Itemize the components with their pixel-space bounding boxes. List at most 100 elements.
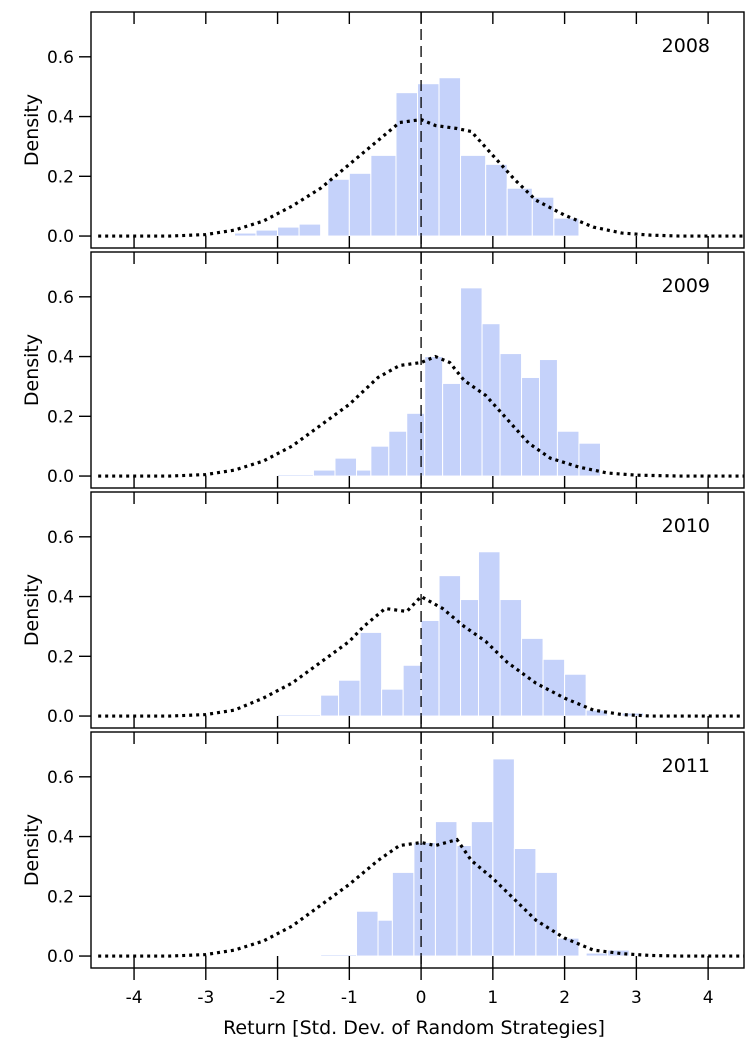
histogram-bar [434, 821, 458, 957]
histogram-bar [277, 226, 300, 237]
histogram-bar [406, 412, 426, 477]
histogram-bar [370, 154, 397, 237]
y-tick-label: 0.0 [47, 707, 74, 727]
histogram-bar [277, 474, 314, 477]
y-tick-label: 0.4 [47, 108, 74, 128]
x-tick-label: -2 [269, 988, 286, 1008]
histogram-bar [356, 910, 379, 957]
panel-frame [90, 491, 745, 729]
panel-frame [90, 251, 745, 489]
density-curve [98, 594, 744, 718]
histogram-bar [477, 551, 501, 717]
histogram-bar [456, 845, 472, 957]
histogram-bar [370, 445, 390, 477]
histogram-bar [513, 848, 537, 957]
y-tick-label: 0.4 [47, 588, 74, 608]
histogram-bar [413, 842, 436, 957]
y-tick-label: 0.0 [47, 227, 74, 247]
x-tick-label: 4 [703, 988, 714, 1008]
histogram-bar [438, 77, 462, 237]
histogram-bar [255, 229, 279, 237]
histogram-bar [460, 154, 487, 237]
histogram-bar [564, 673, 587, 717]
y-tick-label: 0.4 [47, 348, 74, 368]
histogram-bar [377, 919, 393, 957]
y-tick-label: 0.2 [47, 887, 74, 907]
histogram-bar [556, 430, 580, 477]
histogram-bar [320, 954, 358, 957]
histogram-bar [359, 631, 383, 717]
histogram-bar [234, 232, 257, 237]
histogram-bar [460, 599, 479, 717]
histogram-bar [438, 575, 462, 717]
histogram-bar [334, 457, 358, 477]
x-tick-label: -4 [126, 988, 143, 1008]
y-axis-title: Density [21, 94, 43, 166]
histogram-bar [277, 714, 322, 717]
panel-2008: 0.0 0.2 0.4 0.6 Density 2008 [21, 11, 745, 249]
histogram-bar [348, 172, 372, 237]
x-tick-label: 3 [631, 988, 642, 1008]
histogram-bar [388, 430, 408, 477]
panel-2010: 0.0 0.2 0.4 0.6 Density 2010 [21, 491, 745, 729]
histogram-bar [298, 223, 322, 237]
y-tick-label: 0.2 [47, 647, 74, 667]
panel-frame [90, 731, 745, 969]
x-tick-label: 0 [416, 988, 427, 1008]
bars-2010 [277, 551, 645, 717]
y-tick-label: 0.0 [47, 467, 74, 487]
y-tick-label: 0.6 [47, 528, 74, 548]
histogram-bar [506, 187, 533, 237]
bars-2008 [234, 77, 580, 237]
y-tick-label: 0.6 [47, 768, 74, 788]
histogram-bar [460, 287, 483, 477]
histogram-bar [538, 359, 558, 477]
y-axis-title: Density [21, 334, 43, 406]
histogram-bar [402, 664, 422, 717]
density-curve [98, 837, 744, 958]
x-tick-label: 1 [487, 988, 498, 1008]
histogram-bar [338, 679, 361, 717]
histogram-bar [424, 356, 444, 477]
y-tick-label: 0.4 [47, 828, 74, 848]
y-tick-label: 0.0 [47, 947, 74, 967]
histogram-bar [391, 871, 415, 957]
y-tick-label: 0.2 [47, 407, 74, 427]
y-tick-label: 0.6 [47, 288, 74, 308]
panel-2011: 0.0 0.2 0.4 0.6 Density 2011 [21, 731, 745, 969]
histogram-bar [585, 952, 609, 957]
histogram-bar [499, 599, 523, 717]
histogram-bar [381, 688, 404, 717]
x-tick-label: -3 [197, 988, 214, 1008]
histogram-bar [585, 709, 609, 717]
panel-year-label: 2008 [662, 35, 710, 57]
histogram-bar [535, 871, 558, 957]
x-tick-label: 2 [559, 988, 570, 1008]
panel-year-label: 2009 [662, 275, 710, 297]
histogram-bar [521, 376, 540, 477]
y-axis-title: Density [21, 574, 43, 646]
panels-group: 0.0 0.2 0.4 0.6 Density 2008 0.0 0.2 0.4 0.6 Densi… [21, 11, 745, 969]
histogram-bar [531, 196, 555, 237]
histogram-bar [442, 382, 462, 477]
density-curve [98, 117, 744, 238]
x-tick-label: -1 [341, 988, 358, 1008]
y-tick-label: 0.2 [47, 167, 74, 187]
bars-2009 [277, 287, 601, 477]
histogram-bar [395, 92, 419, 237]
histogram-bar [312, 469, 336, 477]
histogram-bar [470, 821, 494, 957]
x-axis: -4 -3 -2 -1 0 1 2 3 4 [126, 968, 714, 1008]
histogram-bar [420, 619, 440, 717]
histogram-bar [320, 694, 340, 717]
y-axis-title: Density [21, 814, 43, 886]
panel-2009: 0.0 0.2 0.4 0.6 Density 2009 [21, 251, 745, 489]
histogram-bar [356, 469, 372, 477]
histogram-bar [556, 937, 580, 957]
histogram-bar [485, 163, 508, 237]
histogram-bar [492, 758, 515, 957]
bars-2011 [320, 758, 630, 957]
x-axis-title: Return [Std. Dev. of Random Strategies] [223, 1017, 605, 1038]
y-tick-label: 0.6 [47, 48, 74, 68]
